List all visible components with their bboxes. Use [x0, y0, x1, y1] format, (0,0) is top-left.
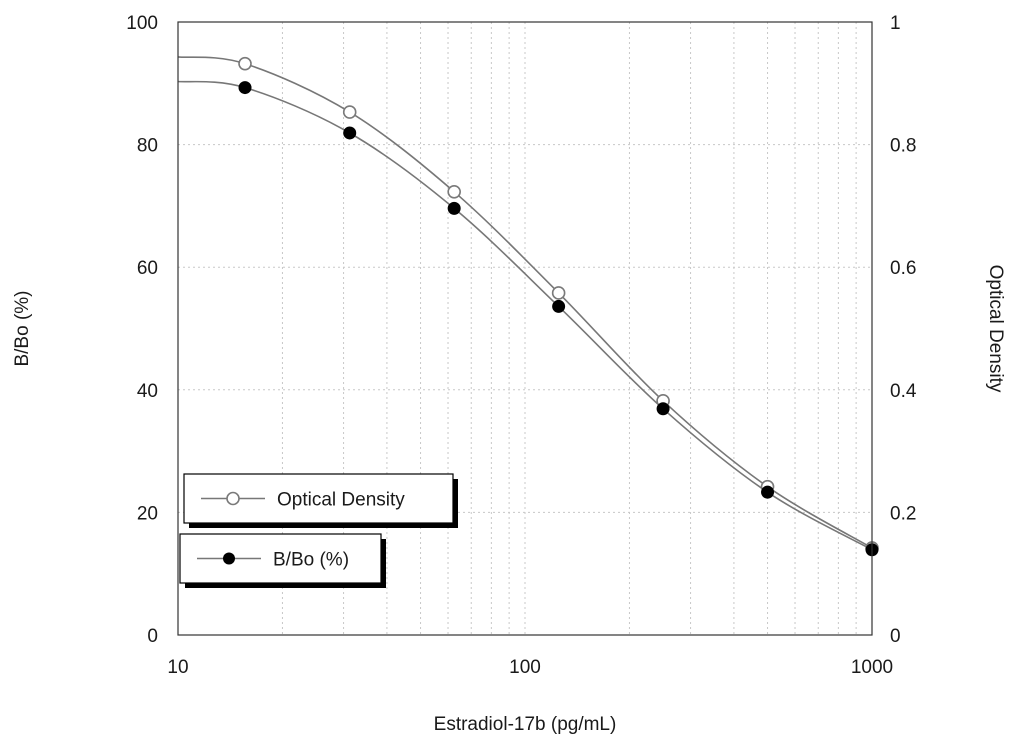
data-point-filled	[656, 402, 670, 416]
series-line-1	[177, 56, 873, 549]
data-point-filled	[238, 81, 252, 95]
data-point-open	[551, 286, 566, 300]
data-point-open	[447, 185, 461, 199]
left-y-tick-label: 80	[137, 136, 158, 157]
right-y-tick-label: 1	[890, 13, 901, 34]
left-y-tick-label: 60	[137, 258, 158, 279]
legend-label: Optical Density	[277, 490, 405, 511]
legend-label: B/Bo (%)	[273, 550, 349, 571]
right-y-tick-label: 0.6	[890, 258, 916, 279]
left-y-tick-label: 100	[126, 13, 158, 34]
legend-marker-filled	[223, 552, 235, 565]
plot-frame	[177, 21, 873, 636]
x-tick-label: 1000	[851, 657, 893, 678]
right-y-tick-label: 0	[890, 626, 901, 647]
data-point-open	[238, 56, 252, 71]
data-point-filled	[761, 485, 775, 499]
left-y-tick-label: 40	[137, 381, 158, 402]
right-y-axis-title: Optical Density	[985, 265, 1006, 393]
data-point-filled	[343, 126, 357, 140]
left-y-axis-title: B/Bo (%)	[12, 290, 33, 366]
data-point-filled	[447, 201, 461, 215]
legend-marker-open	[226, 491, 240, 506]
right-y-tick-label: 0.8	[890, 136, 916, 157]
right-y-tick-label: 0.2	[890, 503, 916, 524]
legend-box	[179, 533, 382, 584]
x-tick-label: 100	[509, 657, 541, 678]
left-y-tick-label: 20	[137, 503, 158, 524]
right-y-tick-label: 0.4	[890, 381, 917, 402]
series-line-2	[177, 80, 873, 551]
x-tick-label: 10	[167, 657, 188, 678]
x-axis-title: Estradiol-17b (pg/mL)	[434, 714, 617, 735]
data-point-filled	[552, 299, 566, 313]
left-y-tick-label: 0	[147, 626, 158, 647]
legend: Optical Density B/Bo (%)	[179, 473, 458, 588]
data-point-open	[342, 105, 357, 119]
